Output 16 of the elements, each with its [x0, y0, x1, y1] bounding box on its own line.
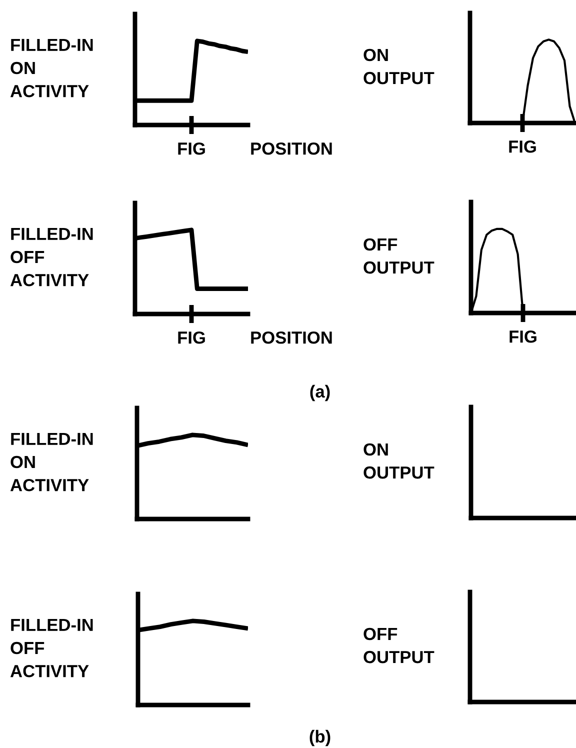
y-axis-title: OFF OUTPUT: [364, 238, 434, 274]
x-axis-title: POSITION: [251, 331, 332, 344]
y-axis-title: FILLED-IN OFF ACTIVITY: [10, 618, 93, 678]
y-axis-title: FILLED-IN OFF ACTIVITY: [10, 228, 93, 286]
text: FIG: [510, 330, 536, 343]
text: OFF OUTPUT: [364, 628, 434, 664]
text: (b): [310, 730, 330, 746]
text: (a): [310, 384, 330, 402]
text: ON OUTPUT: [364, 443, 434, 479]
text: FIG: [178, 142, 205, 155]
x-axis-title: POSITION: [251, 142, 332, 155]
text: FIG: [178, 331, 205, 344]
text: FIG: [509, 140, 536, 153]
y-axis-title: ON OUTPUT: [364, 48, 434, 84]
y-axis-title: FILLED-IN ON ACTIVITY: [10, 38, 93, 98]
y-axis-title: FILLED-IN ON ACTIVITY: [10, 432, 93, 492]
